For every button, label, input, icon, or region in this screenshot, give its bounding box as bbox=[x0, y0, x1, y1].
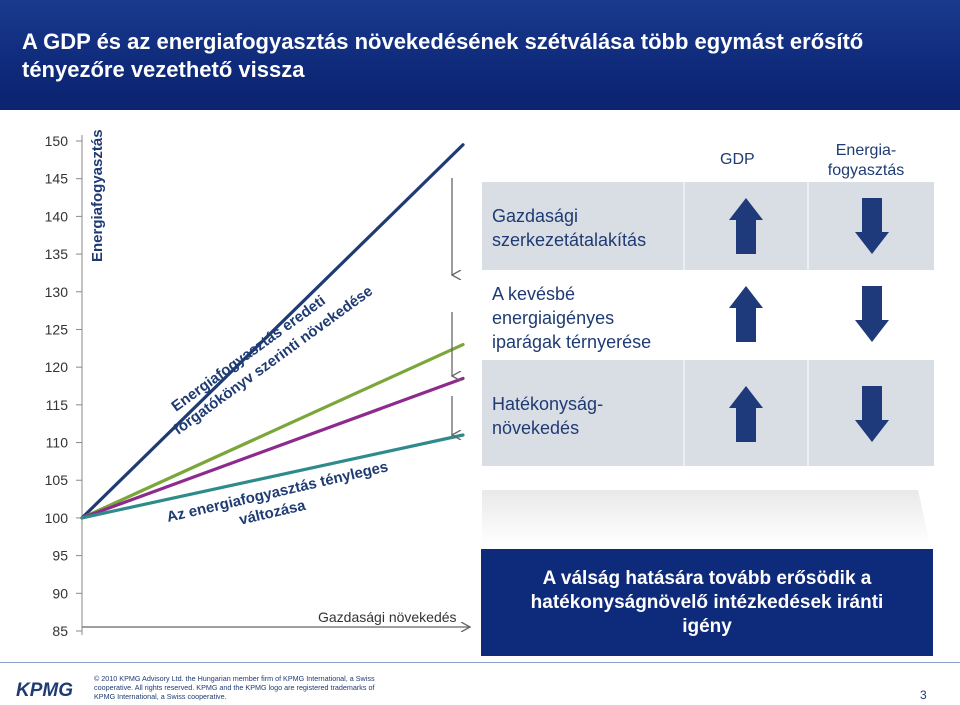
slide-title: A GDP és az energiafogyasztás növekedésé… bbox=[22, 29, 864, 82]
actual-change-label: Az energiafogyasztás tényleges változása bbox=[165, 458, 390, 528]
y-tick-label: 120 bbox=[45, 359, 69, 375]
row-1-label-b: szerkezetátalakítás bbox=[492, 230, 646, 250]
row-2-label-a: A kevésbé bbox=[492, 284, 575, 304]
row-2-label-b: energiaigényes bbox=[492, 308, 614, 328]
y-tick-label: 85 bbox=[52, 623, 68, 639]
page-number: 3 bbox=[920, 688, 927, 702]
footer-legal: © 2010 KPMG Advisory Ltd. the Hungarian … bbox=[94, 674, 375, 701]
col-energy-line-2: fogyasztás bbox=[828, 162, 904, 179]
energy-arrow-down-icon bbox=[855, 198, 889, 254]
row-2-label-c: iparágak térnyerése bbox=[492, 332, 651, 352]
title-bar: A GDP és az energiafogyasztás növekedésé… bbox=[0, 0, 960, 110]
footer-divider bbox=[0, 662, 960, 663]
series-line-actual bbox=[80, 376, 465, 520]
series-lines bbox=[80, 143, 465, 520]
y-tick-label: 125 bbox=[45, 321, 69, 337]
gdp-arrow-up-icon bbox=[729, 386, 763, 442]
y-tick-label: 130 bbox=[45, 284, 69, 300]
y-tick-label: 110 bbox=[46, 435, 69, 451]
y-tick-label: 135 bbox=[45, 246, 69, 262]
energy-arrow-down-icon bbox=[855, 286, 889, 342]
col-energy-line-1: Energia- bbox=[836, 142, 896, 159]
svg-text:KPMG: KPMG bbox=[16, 680, 73, 700]
y-tick-label: 105 bbox=[45, 472, 69, 488]
y-tick-label: 100 bbox=[45, 510, 69, 526]
row-band-3 bbox=[482, 360, 934, 466]
gdp-growth-label: Gazdasági növekedés bbox=[318, 609, 457, 625]
energy-axis-label: Energiafogyasztás bbox=[89, 129, 106, 262]
original-scenario-line-1: Energiafogyasztás eredeti bbox=[168, 292, 328, 415]
y-tick-label: 150 bbox=[45, 133, 69, 149]
y-tick-label: 90 bbox=[52, 585, 68, 601]
table-arrows bbox=[729, 198, 889, 442]
energy-arrow-down-icon bbox=[855, 386, 889, 442]
y-tick-label: 115 bbox=[46, 397, 69, 413]
y-tick-label: 145 bbox=[45, 171, 69, 187]
y-ticks: 150 145 140 135 130 125 120 115 110 105 100 95 90 85 bbox=[45, 133, 82, 639]
series-line-gdp bbox=[80, 433, 465, 520]
row-band-2 bbox=[482, 272, 934, 358]
row-band-1 bbox=[482, 182, 934, 270]
row-3-label-b: növekedés bbox=[492, 418, 579, 438]
gdp-arrow-up-icon bbox=[729, 198, 763, 254]
original-scenario-label: Energiafogyasztás eredeti forgatókönyv s… bbox=[168, 283, 376, 439]
series-line-baseline bbox=[80, 143, 465, 520]
row-3-label-a: Hatékonyság- bbox=[492, 394, 603, 414]
y-tick-label: 95 bbox=[52, 548, 68, 564]
table-bands bbox=[482, 182, 934, 466]
gdp-arrow-up-icon bbox=[729, 286, 763, 342]
row-1-label-a: Gazdasági bbox=[492, 206, 578, 226]
conclusion-shadow bbox=[482, 490, 930, 545]
original-scenario-line-2: forgatókönyv szerinti növekedése bbox=[170, 283, 376, 439]
col-gdp: GDP bbox=[720, 151, 755, 168]
y-tick-label: 140 bbox=[45, 208, 69, 224]
conclusion-text: A válság hatására tovább erősödik a haté… bbox=[530, 567, 884, 637]
series-line-expected bbox=[80, 342, 465, 520]
conclusion-box: A válság hatására tovább erősödik a haté… bbox=[481, 549, 933, 656]
kpmg-logo: KPMG bbox=[14, 678, 84, 700]
